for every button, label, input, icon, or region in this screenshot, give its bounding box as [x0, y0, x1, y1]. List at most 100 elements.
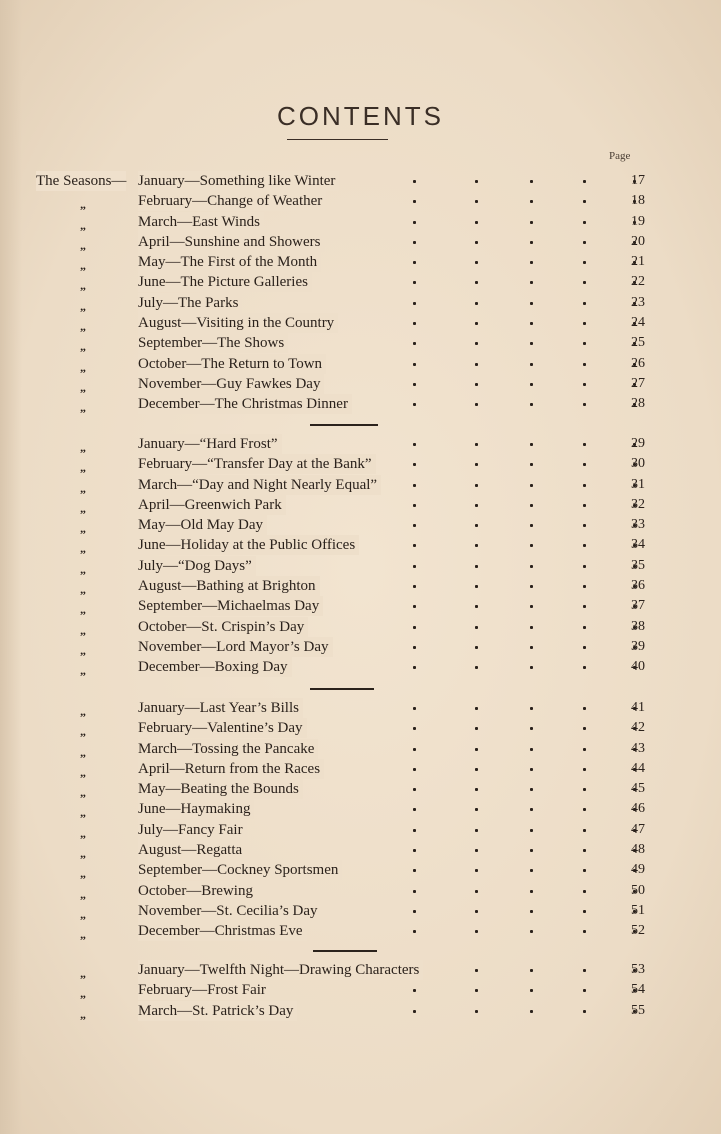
page-number: 27 [631, 375, 645, 391]
toc-entry[interactable]: „ March—Tossing the Pancake 43 [0, 738, 721, 759]
entry-title: January—“Hard Frost” [138, 434, 282, 454]
leader-dot [530, 808, 533, 812]
toc-entry[interactable]: „ July—The Parks 23 [0, 292, 721, 313]
leader-dot [413, 666, 416, 670]
toc-entry[interactable]: „ September—The Shows 25 [0, 333, 721, 354]
leader-dot [475, 727, 478, 731]
leader-dot [413, 180, 416, 183]
toc-entry[interactable]: „ March—“Day and Night Nearly Equal” 31 [0, 474, 721, 495]
leader-dot [475, 605, 478, 609]
toc-entry[interactable]: „ July—“Dog Days” 35 [0, 555, 721, 576]
ditto-mark: „ [80, 561, 86, 576]
leader-dot [475, 524, 478, 528]
page-number: 54 [631, 982, 645, 998]
leader-dot [530, 727, 533, 731]
toc-entry[interactable]: „ June—The Picture Galleries 22 [0, 272, 721, 293]
leader-dot [413, 788, 416, 792]
leader-dot [475, 544, 478, 548]
leader-dot [475, 240, 478, 244]
toc-entry[interactable]: „ April—Return from the Races 44 [0, 758, 721, 779]
leader-dot [633, 930, 636, 934]
ditto-mark: „ [80, 1006, 86, 1021]
toc-section: „ January—Last Year’s Bills 41 „ February—Va… [0, 698, 721, 942]
toc-entry[interactable]: „ August—Bathing at Brighton 36 [0, 576, 721, 597]
toc-entry[interactable]: „ February—Change of Weather 18 [0, 191, 721, 212]
leader-dot [633, 301, 636, 305]
leader-dot [633, 403, 636, 407]
toc-entry[interactable]: „ February—“Transfer Day at the Bank” 30 [0, 454, 721, 475]
leader-dot [530, 707, 533, 710]
toc-entry[interactable]: „ November—St. Cecilia’s Day 51 [0, 900, 721, 921]
page-number: 23 [631, 294, 645, 310]
page-number: 35 [631, 557, 645, 573]
leader-dot [633, 909, 636, 913]
toc-entry[interactable]: „ June—Haymaking 46 [0, 799, 721, 820]
toc-entry[interactable]: „ October—St. Crispin’s Day 38 [0, 616, 721, 637]
toc-entry[interactable]: „ February—Valentine’s Day 42 [0, 718, 721, 739]
leader-dot [475, 989, 478, 993]
toc-entry[interactable]: „ October—The Return to Town 26 [0, 353, 721, 374]
leader-dot [413, 220, 416, 224]
leader-dot [633, 443, 636, 446]
leader-dot [413, 403, 416, 407]
toc-entry[interactable]: „ June—Holiday at the Public Offices 34 [0, 535, 721, 556]
toc-entry[interactable]: „ December—The Christmas Dinner 28 [0, 394, 721, 415]
page-number: 28 [631, 396, 645, 412]
toc-entry[interactable]: „ November—Lord Mayor’s Day 39 [0, 636, 721, 657]
leader-dot [530, 564, 533, 568]
leader-dot [633, 382, 636, 386]
toc-entry[interactable]: „ March—East Winds 19 [0, 211, 721, 232]
entry-title: June—The Picture Galleries [138, 272, 312, 293]
page-number: 40 [631, 659, 645, 675]
toc-entry[interactable]: „ July—Fancy Fair 47 [0, 819, 721, 840]
toc-entry[interactable]: The Seasons— January—Something like Winte… [0, 171, 721, 191]
toc-entry[interactable]: „ May—Old May Day 33 [0, 515, 721, 536]
leader-dot [583, 322, 586, 326]
toc-entry[interactable]: „ April—Sunshine and Showers 20 [0, 231, 721, 252]
toc-entry[interactable]: „ March—St. Patrick’s Day 55 [0, 1000, 721, 1021]
leader-dot [633, 503, 636, 507]
leader-dot [413, 200, 416, 204]
leader-dot [530, 625, 533, 629]
leader-dot [633, 889, 636, 893]
toc-entry[interactable]: „ May—The First of the Month 21 [0, 252, 721, 273]
toc-entry[interactable]: „ December—Boxing Day 40 [0, 657, 721, 678]
toc-entry[interactable]: „ May—Beating the Bounds 45 [0, 779, 721, 800]
leader-dot [413, 585, 416, 589]
leader-dot [413, 342, 416, 346]
page-number: 20 [631, 233, 645, 249]
toc-entry[interactable]: „ September—Cockney Sportsmen 49 [0, 860, 721, 881]
toc-entry[interactable]: „ December—Christmas Eve 52 [0, 921, 721, 942]
leader-dot [583, 261, 586, 265]
leader-dot [413, 544, 416, 548]
ditto-mark: „ [80, 500, 86, 515]
ditto-mark: „ [80, 663, 86, 678]
leader-dot [583, 625, 586, 629]
page-number: 33 [631, 517, 645, 533]
ditto-mark: „ [80, 339, 86, 354]
toc-entry[interactable]: „ February—Frost Fair 54 [0, 980, 721, 1001]
toc-entry[interactable]: „ September—Michaelmas Day 37 [0, 596, 721, 617]
entry-title: October—Brewing [138, 880, 257, 901]
entry-title: March—“Day and Night Nearly Equal” [138, 474, 382, 495]
ditto-mark: „ [80, 704, 86, 718]
toc-entry[interactable]: „ August—Regatta 48 [0, 840, 721, 861]
toc-entry[interactable]: „ October—Brewing 50 [0, 880, 721, 901]
toc-entry[interactable]: „ April—Greenwich Park 32 [0, 494, 721, 515]
leader-dot [475, 909, 478, 913]
leader-dot [475, 585, 478, 589]
ditto-mark: „ [80, 866, 86, 881]
leader-dot [583, 788, 586, 792]
ditto-mark: „ [80, 642, 86, 657]
page-number: 22 [631, 274, 645, 290]
toc-entry[interactable]: „ January—“Hard Frost” 29 [0, 434, 721, 454]
leader-dot [633, 261, 636, 265]
leader-dot [530, 463, 533, 467]
leader-dot [530, 180, 533, 183]
toc-entry[interactable]: „ August—Visiting in the Country 24 [0, 313, 721, 334]
toc-entry[interactable]: „ January—Last Year’s Bills 41 [0, 698, 721, 718]
toc-entry[interactable]: „ January—Twelfth Night—Drawing Character… [0, 960, 721, 980]
entry-title: April—Sunshine and Showers [138, 231, 325, 252]
toc-entry[interactable]: „ November—Guy Fawkes Day 27 [0, 373, 721, 394]
ditto-mark: „ [80, 927, 86, 942]
